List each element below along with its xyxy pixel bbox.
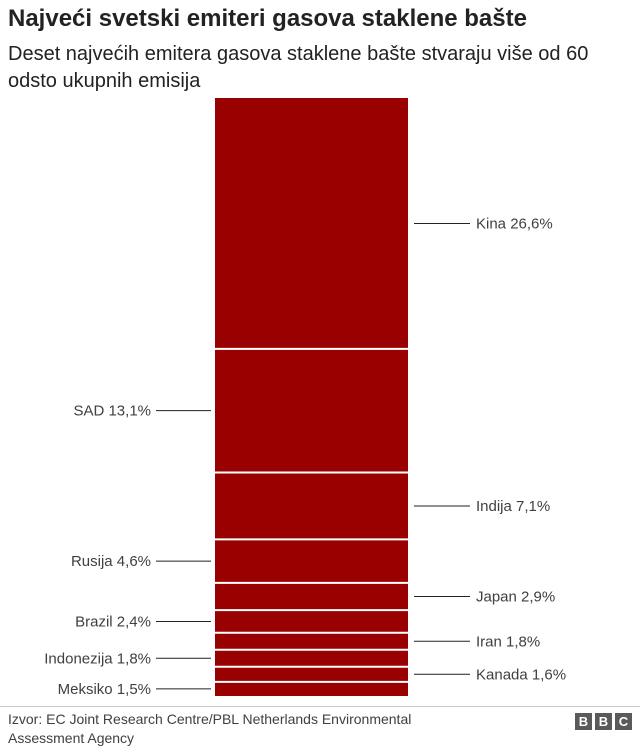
footer-divider: [0, 706, 640, 707]
segment-label-japan: Japan 2,9%: [476, 588, 555, 605]
segment-label-kanada: Kanada 1,6%: [476, 666, 566, 683]
bar-segment-meksiko: [215, 681, 408, 696]
segment-label-brazil: Brazil 2,4%: [75, 613, 151, 630]
segment-label-rusija: Rusija 4,6%: [71, 553, 151, 570]
logo-letter-b1: B: [575, 713, 592, 730]
bar-segment-iran: [215, 632, 408, 650]
bar-segment-indonezija: [215, 649, 408, 667]
logo-letter-b2: B: [595, 713, 612, 730]
chart-subtitle: Deset najvećih emitera gasova staklene b…: [8, 43, 589, 92]
source-note: Izvor: EC Joint Research Centre/PBL Neth…: [8, 711, 412, 746]
segment-label-meksiko: Meksiko 1,5%: [58, 681, 151, 698]
bar-segment-indija: [215, 472, 408, 540]
logo-letter-c: C: [615, 713, 632, 730]
bar-segment-japan: [215, 582, 408, 611]
bar-segment-kina: [215, 98, 408, 349]
segment-label-indija: Indija 7,1%: [476, 498, 550, 515]
chart-title: Najveći svetski emiteri gasova staklene …: [8, 5, 527, 32]
segment-label-indonezija: Indonezija 1,8%: [44, 650, 151, 667]
segment-labels: Kina 26,6% SAD 13,1% Indija 7,1% Rusija 4,6…: [44, 215, 566, 697]
segment-label-iran: Iran 1,8%: [476, 633, 540, 650]
bar-segment-rusija: [215, 539, 408, 583]
bbc-logo: B B C: [575, 713, 632, 730]
bar-segment-sad: [215, 348, 408, 473]
segment-label-kina: Kina 26,6%: [476, 215, 553, 232]
bar-segments: [215, 98, 408, 696]
bar-segment-brazil: [215, 610, 408, 633]
bar-segment-kanada: [215, 666, 408, 682]
segment-label-sad: SAD 13,1%: [73, 403, 151, 420]
